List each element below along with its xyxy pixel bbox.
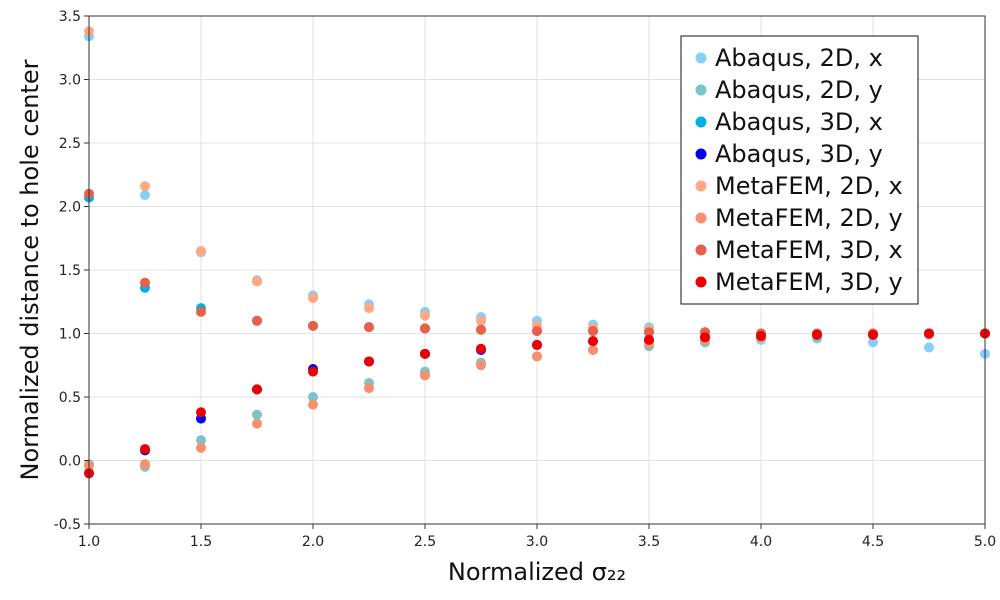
data-point [196, 442, 206, 453]
legend-label: Abaqus, 3D, y [715, 140, 883, 168]
data-point [140, 190, 150, 201]
legend-box [680, 35, 919, 305]
legend-marker [695, 116, 707, 128]
data-point [700, 332, 710, 343]
x-axis-label: Normalized σ₂₂ [448, 558, 626, 586]
legend: Abaqus, 2D, x Abaqus, 2D, y Abaqus, 3D, x A… [680, 35, 919, 305]
y-axis: -0.5 0.0 0.5 1.0 1.5 2.0 2.5 3.0 3.5 [54, 9, 89, 533]
data-point [532, 351, 542, 362]
series-7 [84, 328, 990, 479]
data-point [308, 399, 318, 410]
x-axis: 1.0 1.5 2.0 2.5 3.0 3.5 4.0 4.5 5.0 [78, 524, 996, 550]
data-point [364, 303, 374, 314]
legend-label: MetaFEM, 2D, y [715, 204, 903, 232]
legend-label: Abaqus, 2D, x [715, 44, 883, 72]
x-tick-label: 3.5 [638, 534, 660, 550]
legend-marker [695, 52, 707, 64]
x-tick-label: 5.0 [974, 534, 996, 550]
legend-marker [695, 276, 707, 288]
data-points [84, 26, 990, 479]
data-point [588, 336, 598, 347]
data-point [420, 348, 430, 359]
x-tick-label: 1.0 [78, 534, 100, 550]
y-tick-label: 3.5 [59, 9, 81, 25]
data-point [476, 315, 486, 326]
data-point [252, 315, 262, 326]
data-point [420, 310, 430, 321]
data-point [924, 342, 934, 353]
y-tick-label: 1.5 [59, 263, 81, 279]
data-point [812, 329, 822, 340]
data-point [140, 277, 150, 288]
data-point [644, 327, 654, 338]
data-point [644, 334, 654, 345]
data-point [420, 370, 430, 381]
x-tick-label: 4.0 [750, 534, 772, 550]
data-point [140, 181, 150, 192]
legend-marker [695, 244, 707, 256]
data-point [868, 329, 878, 340]
y-tick-label: 2.0 [59, 200, 81, 216]
x-tick-label: 4.5 [862, 534, 884, 550]
data-point [196, 306, 206, 317]
data-point [252, 384, 262, 395]
y-tick-label: -0.5 [54, 517, 81, 533]
data-point [532, 339, 542, 350]
data-point [196, 245, 206, 256]
data-point [196, 407, 206, 418]
data-point [476, 324, 486, 335]
data-point [308, 366, 318, 377]
data-point [532, 325, 542, 336]
y-tick-label: 0.0 [59, 454, 81, 470]
data-point [140, 444, 150, 455]
data-point [868, 337, 878, 348]
data-point [364, 356, 374, 367]
y-tick-label: 3.0 [59, 73, 81, 89]
legend-marker [695, 148, 707, 160]
data-point [308, 320, 318, 331]
data-point [756, 331, 766, 342]
data-point [140, 459, 150, 470]
data-point [588, 345, 598, 356]
legend-marker [695, 212, 707, 224]
legend-label: MetaFEM, 2D, x [715, 172, 903, 200]
legend-label: Abaqus, 2D, y [715, 76, 883, 104]
data-point [308, 292, 318, 303]
y-tick-label: 1.0 [59, 327, 81, 343]
data-point [588, 325, 598, 336]
legend-label: Abaqus, 3D, x [715, 108, 883, 136]
y-axis-label: Normalized distance to hole center [16, 59, 44, 480]
legend-marker [695, 180, 707, 192]
data-point [252, 276, 262, 287]
data-point [364, 322, 374, 333]
x-tick-label: 2.5 [414, 534, 436, 550]
data-point [196, 435, 206, 446]
data-point [364, 383, 374, 394]
data-point [476, 360, 486, 371]
data-point [420, 323, 430, 334]
data-point [476, 343, 486, 354]
legend-label: MetaFEM, 3D, y [715, 268, 903, 296]
y-tick-label: 2.5 [59, 136, 81, 152]
legend-label: MetaFEM, 3D, x [715, 236, 903, 264]
x-tick-label: 3.0 [526, 534, 548, 550]
data-point [924, 328, 934, 339]
data-point [252, 409, 262, 420]
y-tick-label: 0.5 [59, 390, 81, 406]
x-tick-label: 2.0 [302, 534, 324, 550]
legend-marker [695, 84, 707, 96]
data-point [308, 392, 318, 402]
x-tick-label: 1.5 [190, 534, 212, 550]
data-point [252, 418, 262, 429]
